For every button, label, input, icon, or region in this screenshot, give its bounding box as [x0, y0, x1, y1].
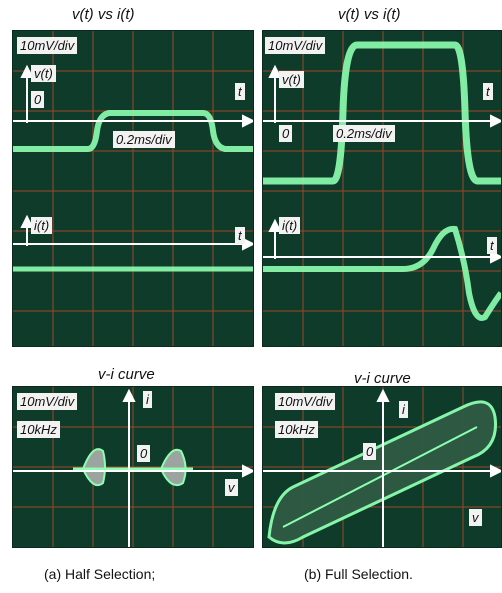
caption-b: (b) Full Selection.	[304, 566, 413, 582]
oscilloscope-a-vi: 10mV/div 10kHz i 0 v	[12, 386, 254, 548]
origin-label: 0	[363, 443, 377, 460]
scale-label: 10mV/div	[275, 393, 336, 410]
t-axis-label: t	[483, 83, 493, 100]
v-axis-label: v	[469, 509, 482, 526]
oscilloscope-a-time: 10mV/div v(t) 0 t 0.2ms/div i(t) t	[12, 30, 254, 347]
v-t-label: v(t)	[31, 65, 56, 82]
vi-loop-right	[159, 448, 187, 487]
voltage-trace	[13, 110, 253, 152]
i-t-label: i(t)	[31, 217, 53, 234]
origin-label: 0	[279, 125, 293, 142]
v-axis-label: v	[225, 479, 238, 496]
panel-b-bottom-title: v-i curve	[354, 370, 411, 387]
timebase-label: 0.2ms/div	[113, 131, 175, 148]
oscilloscope-b-time: 10mV/div v(t) 0 t 0.2ms/div i(t) t	[262, 30, 502, 347]
v-t-label: v(t)	[279, 71, 304, 88]
grid	[13, 387, 253, 547]
axes	[13, 388, 253, 547]
scope-a-vi-graphic	[13, 387, 253, 547]
t-axis-label-i: t	[235, 227, 245, 244]
freq-label: 10kHz	[275, 421, 318, 438]
origin-label: 0	[137, 445, 151, 462]
origin-label: 0	[31, 91, 45, 108]
panel-b-top-title: v(t) vs i(t)	[338, 6, 401, 23]
scope-b-vi-graphic	[263, 387, 501, 547]
scale-label: 10mV/div	[265, 37, 326, 54]
caption-a: (a) Half Selection;	[44, 566, 156, 582]
panel-a-top-title: v(t) vs i(t)	[72, 6, 135, 23]
freq-label: 10kHz	[17, 421, 60, 438]
vi-loop-left	[81, 448, 106, 487]
scale-label: 10mV/div	[17, 393, 78, 410]
axes	[13, 64, 253, 251]
i-t-label: i(t)	[279, 217, 301, 234]
t-axis-label-i: t	[487, 237, 497, 254]
timebase-label: 0.2ms/div	[333, 125, 395, 142]
current-trace	[263, 225, 501, 321]
voltage-trace	[263, 41, 501, 185]
i-axis-label: i	[143, 391, 152, 408]
vi-trace	[282, 426, 478, 528]
scope-b-time-graphic	[263, 31, 501, 346]
scale-label: 10mV/div	[17, 37, 78, 54]
axes	[263, 388, 501, 547]
panel-a-bottom-title: v-i curve	[98, 366, 155, 383]
i-axis-label: i	[399, 401, 408, 418]
axes	[263, 64, 501, 264]
t-axis-label: t	[235, 83, 245, 100]
oscilloscope-b-vi: 10mV/div 10kHz i 0 v	[262, 386, 502, 548]
